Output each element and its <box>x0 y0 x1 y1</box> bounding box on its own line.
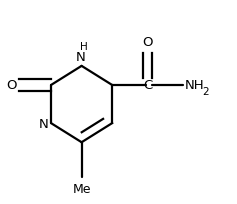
Text: O: O <box>6 79 17 92</box>
Text: C: C <box>143 79 152 92</box>
Text: H: H <box>80 42 88 52</box>
Text: N: N <box>75 51 85 64</box>
Text: 2: 2 <box>202 86 209 96</box>
Text: NH: NH <box>185 79 204 92</box>
Text: O: O <box>142 36 153 49</box>
Text: Me: Me <box>72 182 91 195</box>
Text: N: N <box>39 117 49 130</box>
